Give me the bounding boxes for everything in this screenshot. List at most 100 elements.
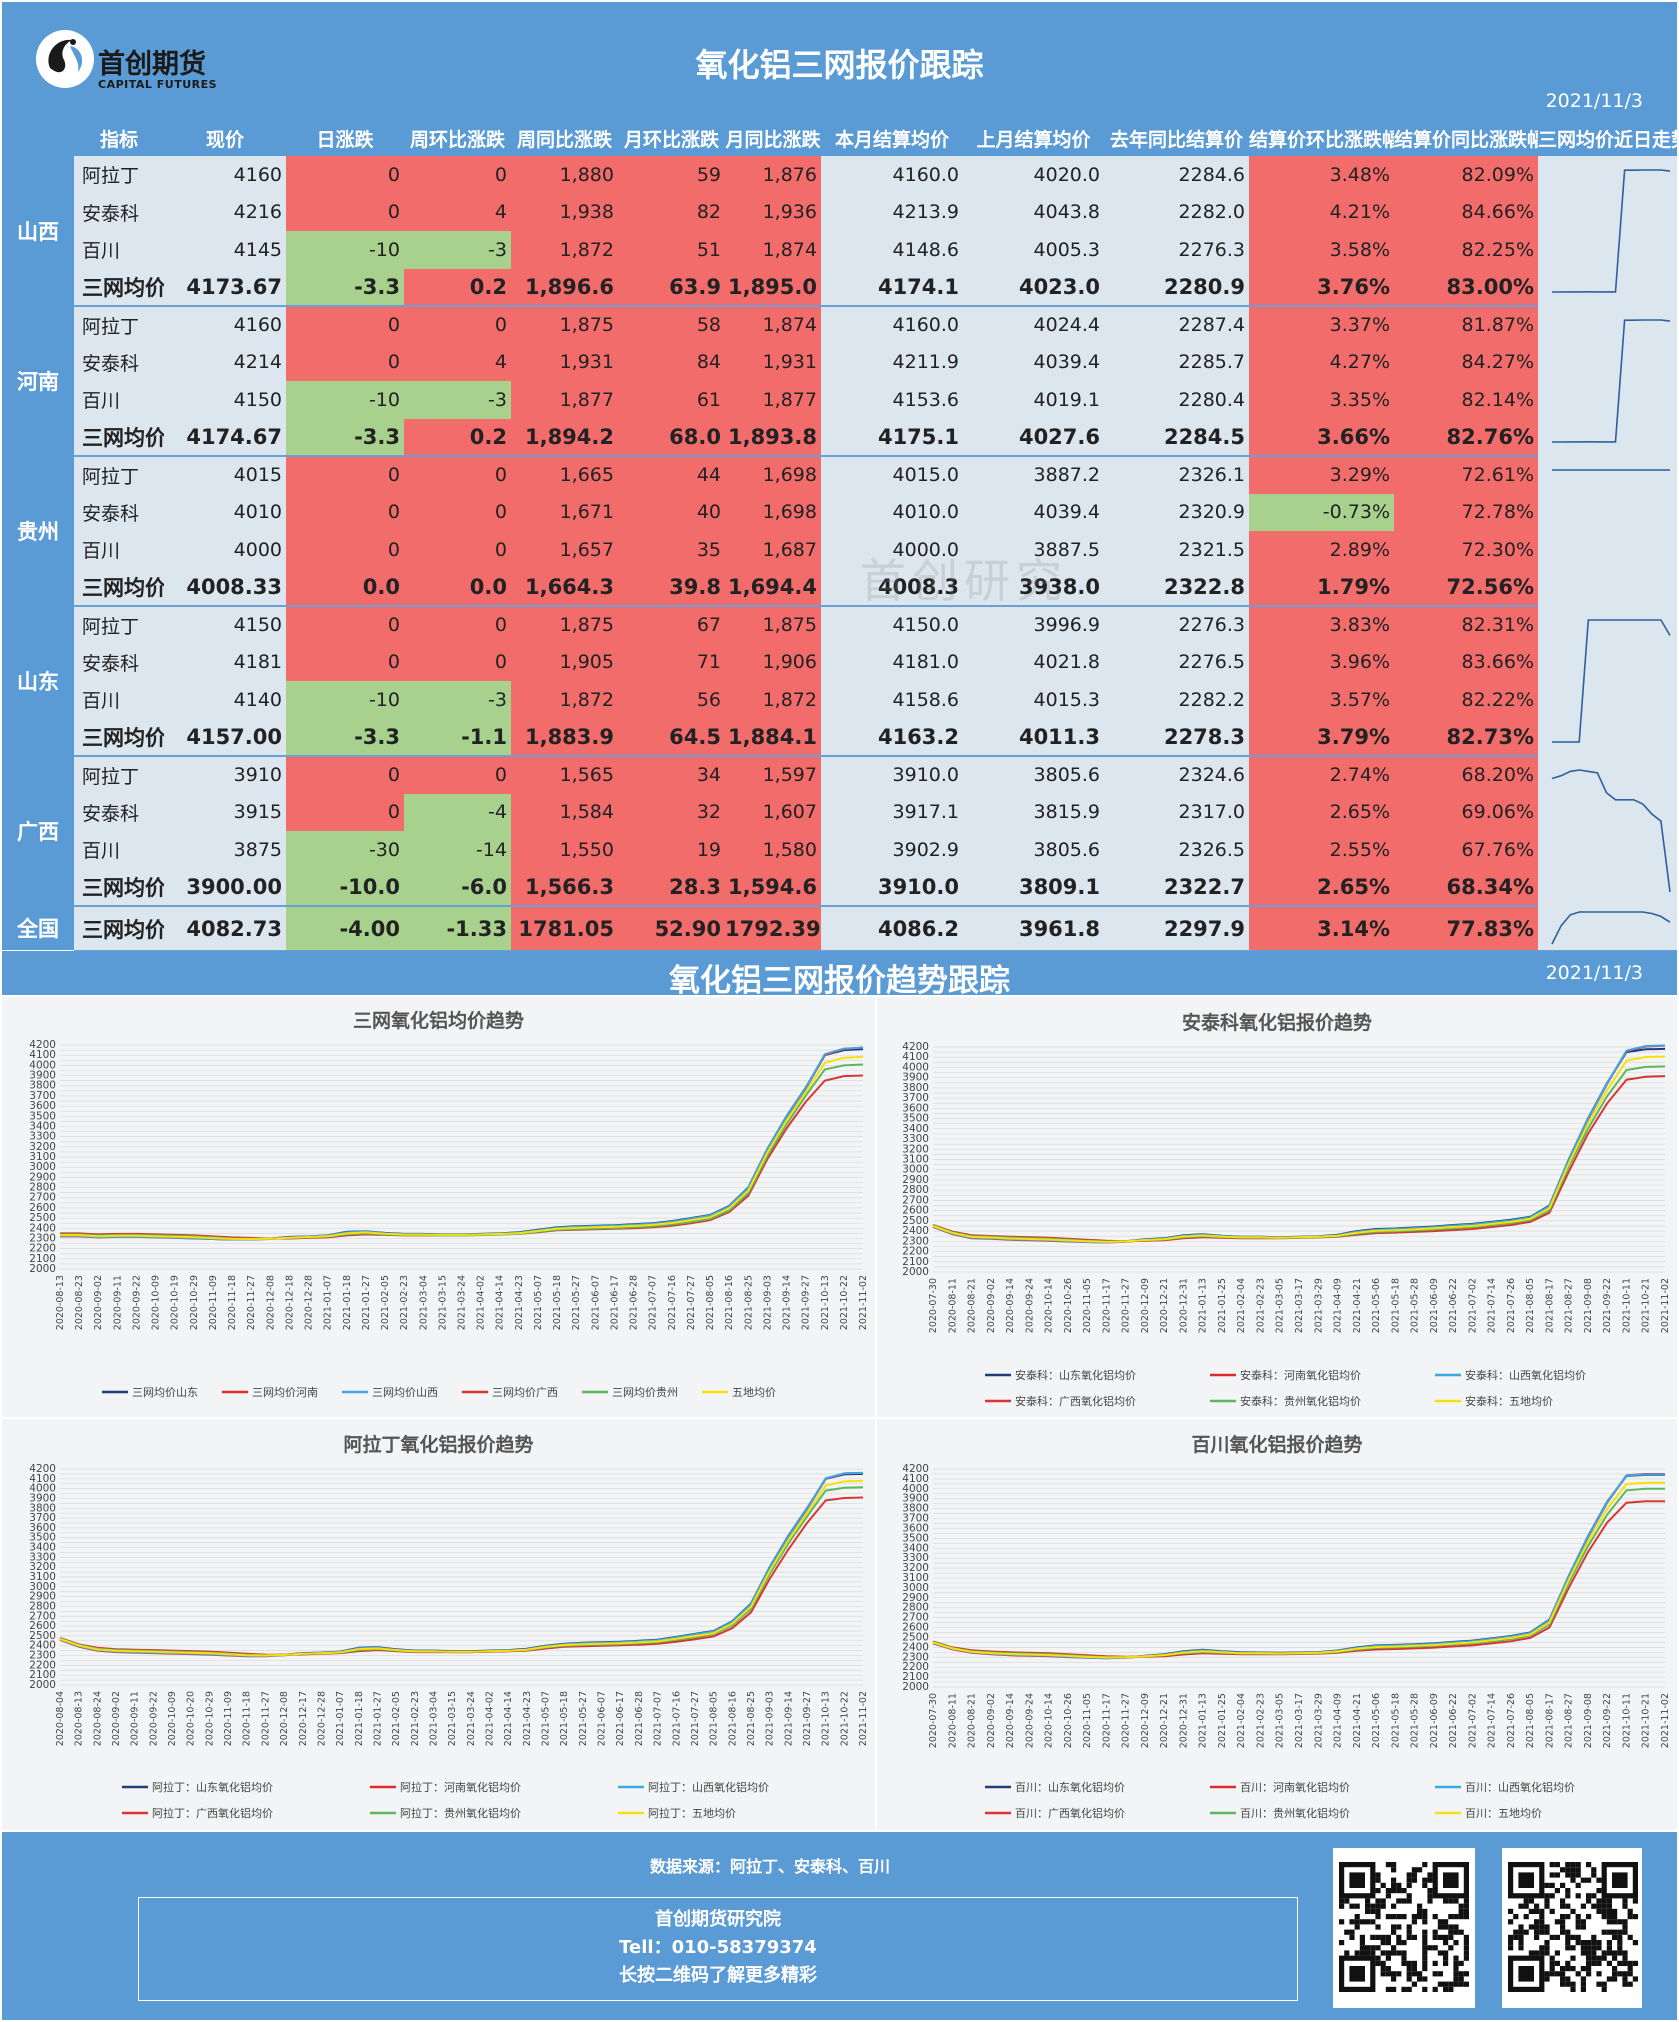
y-tick-label: 2300 bbox=[902, 1651, 929, 1663]
y-tick-label: 2600 bbox=[902, 1205, 929, 1217]
value-cell: 40 bbox=[618, 493, 725, 531]
x-tick-label: 2020-07-30 bbox=[928, 1693, 939, 1748]
value-cell: 1,906 bbox=[725, 643, 821, 681]
chart-title: 百川氧化铝报价趋势 bbox=[1191, 1433, 1362, 1456]
header-cell: 结算价环比涨跌幅 bbox=[1249, 120, 1394, 156]
x-tick-label: 2021-03-17 bbox=[1294, 1693, 1305, 1748]
value-cell: -10 bbox=[286, 681, 404, 719]
x-tick-label: 2021-07-14 bbox=[1487, 1693, 1498, 1748]
y-tick-label: 2300 bbox=[902, 1235, 929, 1247]
x-tick-label: 2021-06-09 bbox=[1429, 1278, 1440, 1333]
value-cell: 2326.5 bbox=[1104, 831, 1249, 869]
value-cell: -14 bbox=[404, 831, 511, 869]
x-tick-label: 2021-07-14 bbox=[1487, 1278, 1498, 1333]
qr-code-icon[interactable] bbox=[1333, 1848, 1475, 2008]
legend-label: 阿拉丁：河南氧化铝均价 bbox=[400, 1780, 521, 1794]
y-tick-label: 2800 bbox=[902, 1602, 929, 1614]
value-cell: 4010.0 bbox=[821, 493, 963, 531]
row-label: 三网均价 bbox=[74, 418, 164, 457]
value-cell: 4173.67 bbox=[164, 268, 286, 307]
value-cell: -4.00 bbox=[286, 906, 404, 952]
table-row: 贵州 阿拉丁 4015 0 0 1,665 44 1,698 4015.0 3887.2 2326.… bbox=[2, 456, 1677, 606]
x-tick-label: 2020-11-17 bbox=[1101, 1278, 1112, 1333]
value-cell: 2287.4 bbox=[1104, 306, 1249, 344]
value-cell: 0.0 bbox=[286, 568, 404, 607]
value-cell: 44 bbox=[618, 456, 725, 494]
x-tick-label: 2021-01-25 bbox=[1217, 1693, 1228, 1748]
value-cell: 1,694.4 bbox=[725, 568, 821, 607]
value-cell: 4082.73 bbox=[164, 906, 286, 952]
x-tick-label: 2020-09-14 bbox=[1005, 1693, 1016, 1748]
value-cell: 4160.0 bbox=[821, 156, 963, 194]
price-table: 指标 现价 日涨跌 周环比涨跌 周同比涨跌 月环比涨跌 月同比涨跌 本月结算均价… bbox=[2, 120, 1677, 952]
value-cell: 3.66% bbox=[1249, 418, 1394, 457]
qr-code-icon[interactable] bbox=[1502, 1848, 1642, 2008]
header-cell: 月环比涨跌 bbox=[618, 120, 725, 156]
value-cell: 0 bbox=[286, 606, 404, 644]
value-cell: -4 bbox=[404, 793, 511, 831]
series-line bbox=[932, 1500, 1665, 1658]
chart-title: 安泰科氧化铝报价趋势 bbox=[1182, 1011, 1372, 1034]
x-tick-label: 2020-12-31 bbox=[1178, 1693, 1189, 1748]
value-cell: 0 bbox=[286, 156, 404, 194]
line-chart: 三网氧化铝均价趋势 2000210022002300240025002600270… bbox=[29, 1009, 869, 1399]
value-cell: 3.37% bbox=[1249, 306, 1394, 344]
header-cell: 周环比涨跌 bbox=[404, 120, 511, 156]
value-cell: 81.87% bbox=[1394, 306, 1538, 344]
value-cell: -3.3 bbox=[286, 718, 404, 757]
x-tick-label: 2020-08-13 bbox=[55, 1275, 66, 1330]
table-row: 三网均价 4008.33 0.0 0.0 1,664.3 39.8 1,694.4 4008.… bbox=[2, 568, 1677, 607]
value-cell: 72.30% bbox=[1394, 531, 1538, 569]
value-cell: 1,566.3 bbox=[511, 868, 618, 907]
value-cell: 4020.0 bbox=[963, 156, 1104, 194]
value-cell: 1,597 bbox=[725, 756, 821, 794]
value-cell: -10 bbox=[286, 231, 404, 269]
x-tick-label: 2021-05-18 bbox=[559, 1691, 570, 1746]
x-tick-label: 2021-03-29 bbox=[1313, 1278, 1324, 1333]
y-tick-label: 3600 bbox=[29, 1100, 56, 1112]
value-cell: 2297.9 bbox=[1104, 906, 1249, 952]
x-tick-label: 2021-02-23 bbox=[410, 1691, 421, 1746]
value-cell: 3815.9 bbox=[963, 793, 1104, 831]
trend-sparkline bbox=[1538, 306, 1677, 456]
chart-panel-aladdin: 阿拉丁氧化铝报价趋势 2000 2100 2200 2300 2400 2500 2600 27… bbox=[2, 1419, 875, 1830]
value-cell: 3.96% bbox=[1249, 643, 1394, 681]
value-cell: 1,875 bbox=[511, 306, 618, 344]
value-cell: 2.65% bbox=[1249, 793, 1394, 831]
x-tick-label: 2020-09-11 bbox=[130, 1691, 141, 1746]
value-cell: 2285.7 bbox=[1104, 343, 1249, 381]
y-tick-label: 2400 bbox=[902, 1225, 929, 1237]
value-cell: 1,895.0 bbox=[725, 268, 821, 307]
org-name: 首创期货研究院 bbox=[655, 1909, 781, 1930]
value-cell: -3 bbox=[404, 381, 511, 419]
value-cell: 4181 bbox=[164, 643, 286, 681]
value-cell: 1,594.6 bbox=[725, 868, 821, 907]
value-cell: 82.31% bbox=[1394, 606, 1538, 644]
x-tick-label: 2021-08-17 bbox=[1544, 1693, 1555, 1748]
x-tick-label: 2020-09-02 bbox=[986, 1278, 997, 1333]
value-cell: 3915 bbox=[164, 793, 286, 831]
x-tick-label: 2021-07-16 bbox=[671, 1691, 682, 1746]
y-tick-label: 2300 bbox=[29, 1232, 56, 1244]
y-tick-label: 4200 bbox=[902, 1463, 929, 1475]
value-cell: 2321.5 bbox=[1104, 531, 1249, 569]
x-tick-label: 2021-03-24 bbox=[466, 1691, 477, 1746]
y-tick-label: 2600 bbox=[29, 1620, 56, 1632]
x-tick-label: 2021-04-23 bbox=[514, 1275, 525, 1330]
value-cell: 3961.8 bbox=[963, 906, 1104, 952]
y-tick-label: 2800 bbox=[902, 1184, 929, 1196]
y-tick-label: 3800 bbox=[29, 1080, 56, 1092]
value-cell: 3.57% bbox=[1249, 681, 1394, 719]
value-cell: 0 bbox=[286, 643, 404, 681]
value-cell: 1,876 bbox=[725, 156, 821, 194]
row-label: 百川 bbox=[74, 381, 164, 419]
x-tick-label: 2021-03-05 bbox=[1275, 1278, 1286, 1333]
x-tick-label: 2021-08-16 bbox=[724, 1275, 735, 1330]
y-tick-label: 3400 bbox=[29, 1542, 56, 1554]
x-tick-label: 2020-11-27 bbox=[260, 1691, 271, 1746]
value-cell: 82.76% bbox=[1394, 418, 1538, 457]
table-row: 三网均价 4173.67 -3.3 0.2 1,896.6 63.9 1,895.0 4174… bbox=[2, 268, 1677, 307]
value-cell: -1.1 bbox=[404, 718, 511, 757]
value-cell: 4027.6 bbox=[963, 418, 1104, 457]
legend-label: 三网均价河南 bbox=[252, 1386, 318, 1399]
